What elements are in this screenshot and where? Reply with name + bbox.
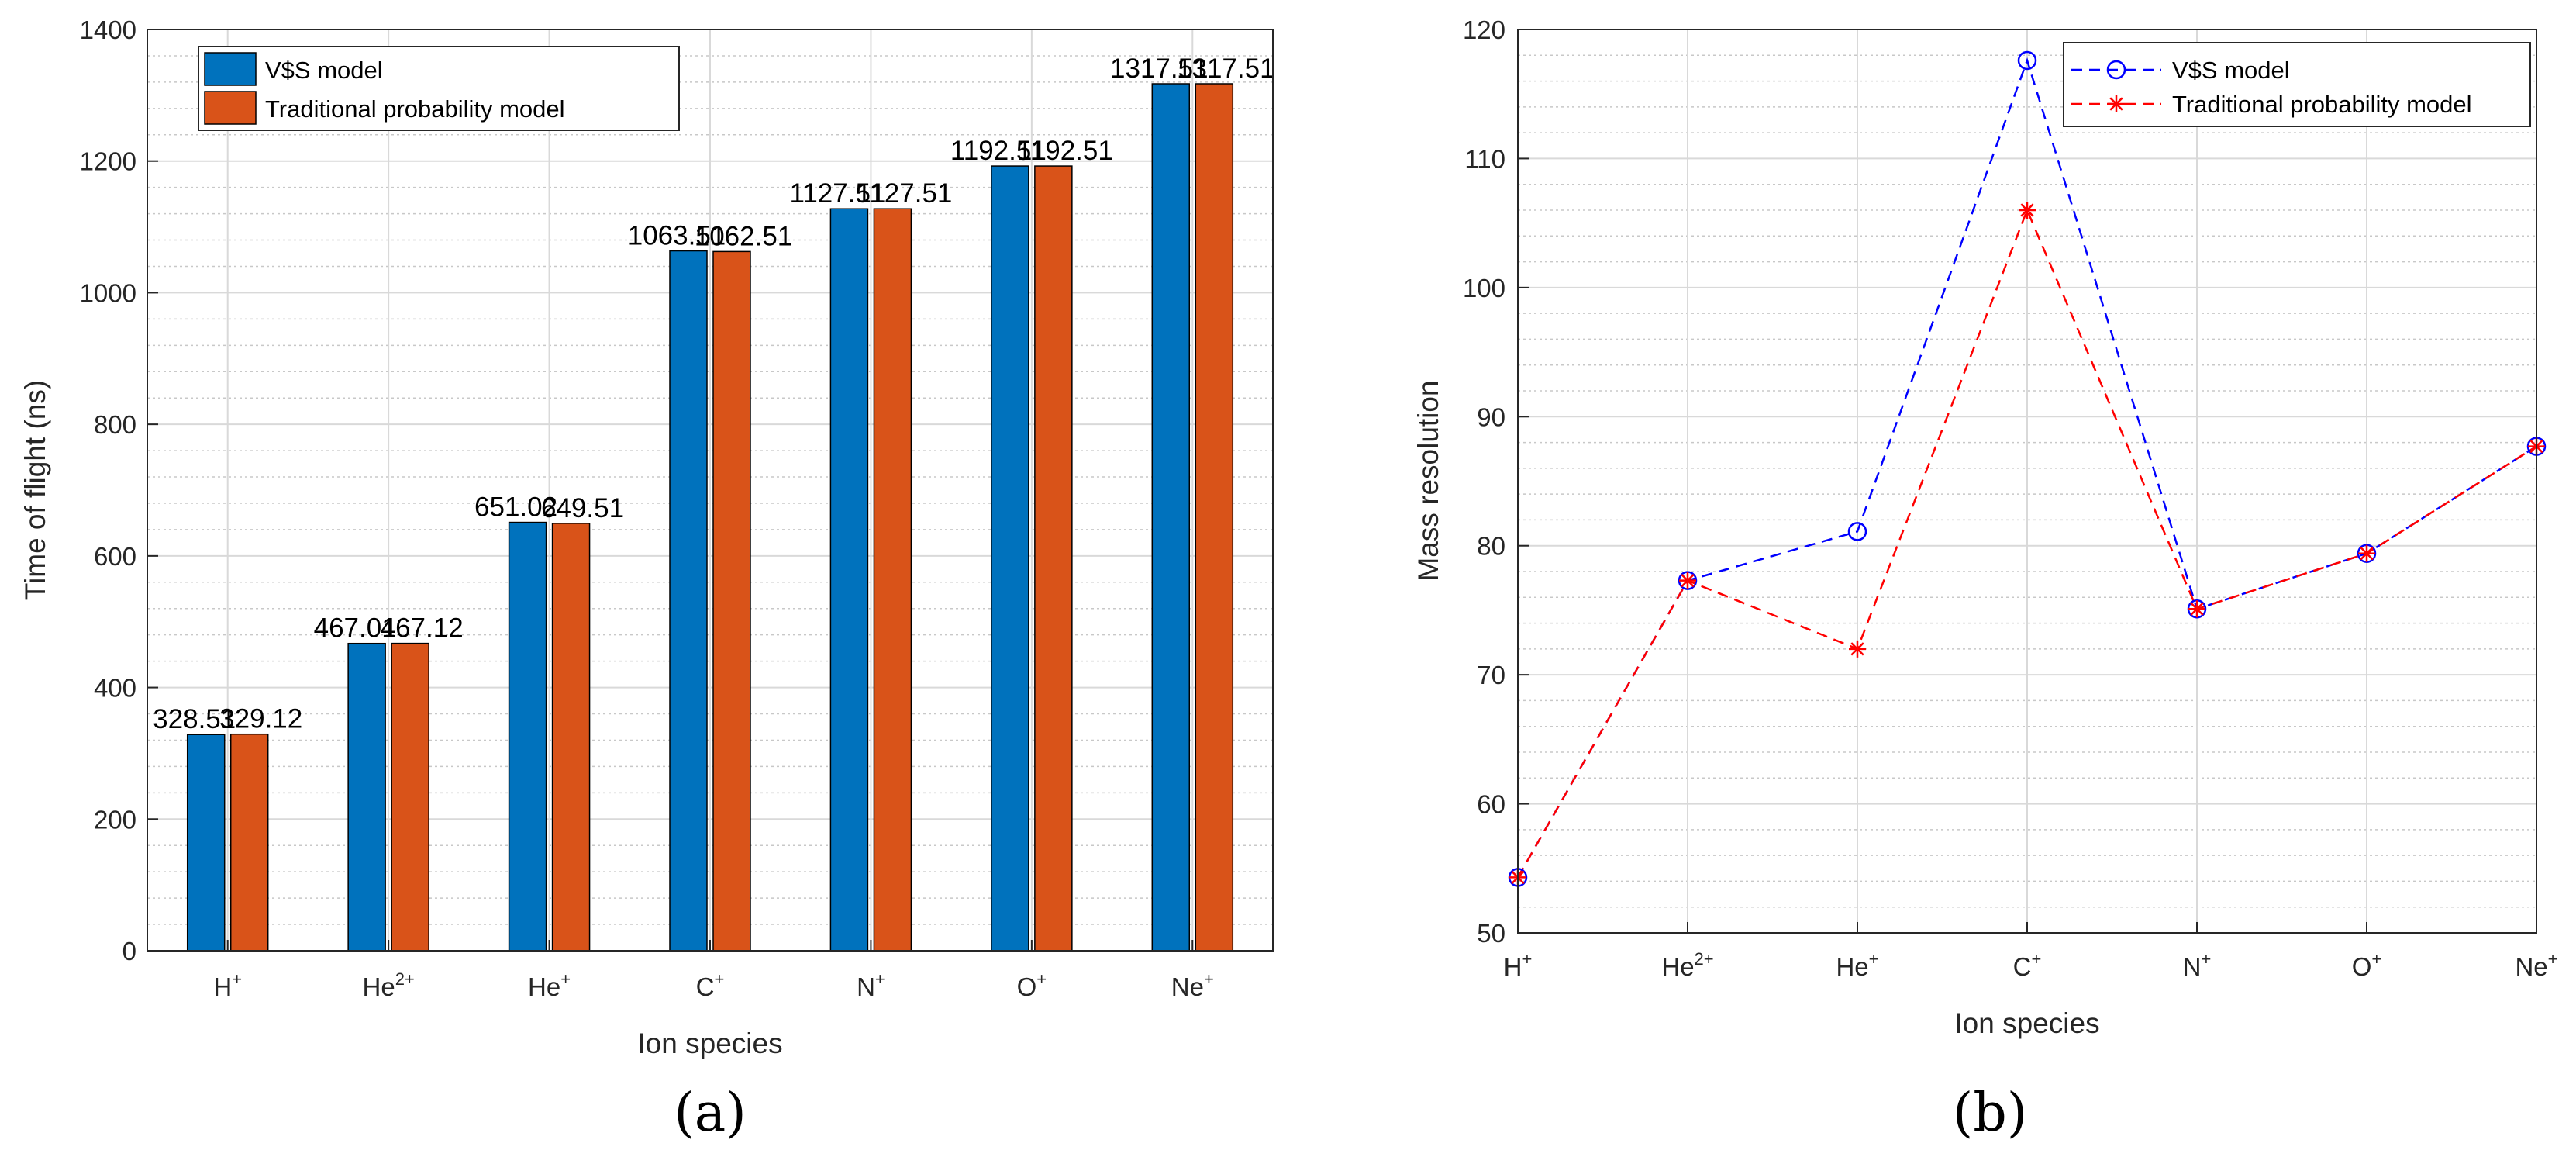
panel-a-y-ticks: 0 200 400 600 800 1000 1200 1400 (80, 16, 158, 965)
bar-value-label: 1192.51 (1017, 136, 1113, 166)
bar-value-label: 467.01 (314, 613, 397, 644)
point-traditional-model (2019, 202, 2036, 219)
panel-b-x-ticks: H+ He2+ He+ C+ N+ O+ Ne+ (1504, 922, 2558, 981)
panel-a-x-ticks: H+ He2+ He+ C+ N+ O+ Ne+ (213, 940, 1214, 1001)
bar-traditional-model (873, 208, 912, 952)
point-traditional-model (1679, 572, 1696, 589)
bar-value-label: 1317.51 (1110, 54, 1209, 84)
x-tick-label: Ne+ (2515, 949, 2557, 981)
legend-marker-traditional-model (2108, 95, 2125, 112)
x-tick-label: He2+ (363, 969, 415, 1001)
bar-value-label: 1127.51 (856, 178, 952, 209)
point-traditional-model (2188, 600, 2205, 618)
legend-box (2063, 42, 2531, 127)
bar-traditional-model (712, 250, 751, 952)
y-tick-label: 70 (1477, 661, 1505, 689)
y-tick-label: 80 (1477, 532, 1505, 561)
y-tick-label: 100 (1463, 274, 1505, 302)
panel-b-grid (1518, 29, 2536, 933)
bar-vs-model (347, 642, 386, 952)
panel-b-x-axis-label: Ion species (1954, 1007, 2099, 1039)
x-tick-label: O+ (1017, 969, 1047, 1001)
y-tick-label: 1200 (80, 147, 136, 176)
y-tick-label: 1400 (80, 16, 136, 44)
panel-b-caption: (b) (1953, 1083, 2028, 1144)
y-tick-label: 50 (1477, 919, 1505, 948)
y-tick-label: 110 (1464, 144, 1505, 173)
bar-value-label: 1062.51 (695, 221, 793, 251)
x-tick-label: He2+ (1661, 949, 1713, 981)
legend-swatch-traditional-model (204, 91, 257, 125)
bar-vs-model (508, 521, 547, 952)
legend-swatch-vs-model (204, 52, 257, 86)
x-tick-label: H+ (1504, 949, 1533, 981)
x-tick-label: H+ (213, 969, 242, 1001)
bar-traditional-model (229, 733, 269, 952)
bar-vs-model (829, 208, 869, 952)
bar-value-label: 1192.51 (950, 136, 1047, 166)
panel-b-y-ticks: 50 60 70 80 90 100 110 120 (1463, 16, 1529, 948)
legend-label-vs-model: V$S model (265, 57, 383, 84)
bar-value-label: 328.51 (153, 704, 236, 734)
legend-star (2108, 95, 2125, 112)
bar-vs-model (991, 165, 1029, 952)
legend-label-traditional-model: Traditional probability model (265, 95, 565, 123)
y-tick-label: 400 (94, 674, 136, 703)
legend-marker-vs-model (2106, 60, 2126, 80)
point-vs-model (1847, 522, 1867, 541)
y-tick-label: 1000 (80, 278, 136, 307)
x-tick-label: N+ (857, 969, 885, 1001)
bar-traditional-model (391, 642, 429, 952)
panel-a-y-axis-label: Time of flight (ns) (19, 380, 51, 600)
x-tick-label: O+ (2352, 949, 2382, 981)
y-tick-label: 90 (1477, 402, 1505, 431)
point-vs-model (2017, 50, 2037, 71)
x-tick-label: Ne+ (1171, 969, 1214, 1001)
point-traditional-model (2358, 544, 2375, 562)
x-tick-label: N+ (2183, 949, 2212, 981)
y-tick-label: 200 (94, 805, 136, 834)
bar-vs-model (186, 734, 226, 952)
panel-b-y-axis-label: Mass resolution (1412, 380, 1444, 581)
bar-value-label: 1127.51 (789, 178, 885, 209)
bar-traditional-model (551, 523, 591, 952)
bar-value-label: 649.51 (541, 493, 624, 523)
x-tick-label: C+ (2013, 949, 2042, 981)
legend-label-vs-model: V$S model (2172, 57, 2290, 84)
panel-a-legend: V$S model Traditional probability model (198, 46, 680, 131)
bar-value-label: 651.02 (474, 492, 557, 523)
bar-traditional-model (1195, 83, 1234, 952)
x-tick-label: He+ (1836, 949, 1878, 981)
bar-value-label: 467.12 (381, 613, 464, 644)
bar-value-label: 329.12 (219, 704, 302, 734)
panel-a-grid (147, 29, 1273, 951)
legend-label-traditional-model: Traditional probability model (2172, 91, 2472, 118)
point-traditional-model (1849, 640, 1866, 658)
panel-b-line-chart: 50 60 70 80 90 100 110 120 H+ He2+ He+ C+ N+ O+ Ne+ I… (1412, 16, 2558, 1144)
bar-traditional-model (1034, 165, 1073, 952)
y-tick-label: 0 (122, 937, 136, 965)
panel-a-bars (186, 83, 1234, 952)
y-tick-label: 800 (94, 410, 136, 439)
bar-value-label: 1317.51 (1177, 54, 1275, 84)
y-tick-label: 60 (1477, 790, 1505, 819)
x-tick-label: He+ (528, 969, 571, 1001)
panel-a-data-labels: 328.51467.01651.021063.511127.511192.511… (153, 54, 1274, 734)
bar-vs-model (1151, 83, 1191, 952)
bar-value-label: 1063.51 (628, 221, 726, 251)
y-tick-label: 120 (1463, 16, 1505, 44)
legend-box (198, 46, 680, 131)
panel-a-caption: (a) (674, 1083, 747, 1144)
panel-b-legend: V$S model Traditional probability model (2063, 42, 2531, 127)
x-tick-label: C+ (696, 969, 725, 1001)
panel-a-x-axis-label: Ion species (637, 1027, 782, 1059)
panel-a-bar-chart: 328.51467.01651.021063.511127.511192.511… (19, 16, 1275, 1144)
y-tick-label: 600 (94, 542, 136, 571)
bar-vs-model (669, 250, 708, 952)
